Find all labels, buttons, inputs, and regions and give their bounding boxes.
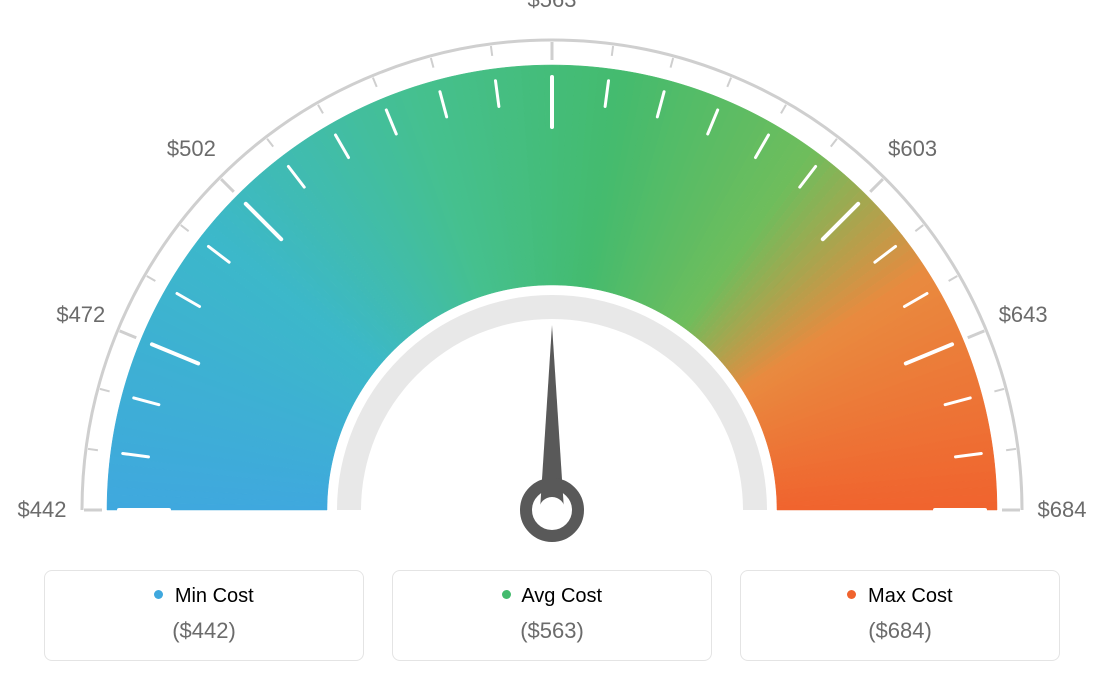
gauge-tick-label: $643 (999, 302, 1048, 328)
cost-gauge-chart: $442 $472 $502 $563 $603 $643 $684 (0, 0, 1104, 560)
legend-title-min-text: Min Cost (175, 585, 254, 607)
legend-value-max: ($684) (759, 618, 1041, 644)
legend-card-min: Min Cost ($442) (44, 570, 364, 661)
legend-card-max: Max Cost ($684) (740, 570, 1060, 661)
gauge-tick-label: $472 (56, 302, 105, 328)
gauge-tick-label: $603 (888, 136, 937, 162)
gauge-tick-label: $442 (18, 497, 67, 523)
dot-min (154, 590, 163, 599)
dot-avg (502, 590, 511, 599)
legend-value-avg: ($563) (411, 618, 693, 644)
legend-row: Min Cost ($442) Avg Cost ($563) Max Cost… (0, 570, 1104, 661)
legend-card-avg: Avg Cost ($563) (392, 570, 712, 661)
legend-title-min: Min Cost (63, 585, 345, 608)
legend-title-max: Max Cost (759, 585, 1041, 608)
gauge-tick-label: $502 (167, 136, 216, 162)
legend-title-max-text: Max Cost (868, 585, 952, 607)
gauge-tick-label: $684 (1038, 497, 1087, 523)
dot-max (847, 590, 856, 599)
legend-title-avg-text: Avg Cost (521, 585, 602, 607)
gauge-tick-label: $563 (528, 0, 577, 13)
legend-value-min: ($442) (63, 618, 345, 644)
gauge-svg (0, 0, 1104, 560)
legend-title-avg: Avg Cost (411, 585, 693, 608)
